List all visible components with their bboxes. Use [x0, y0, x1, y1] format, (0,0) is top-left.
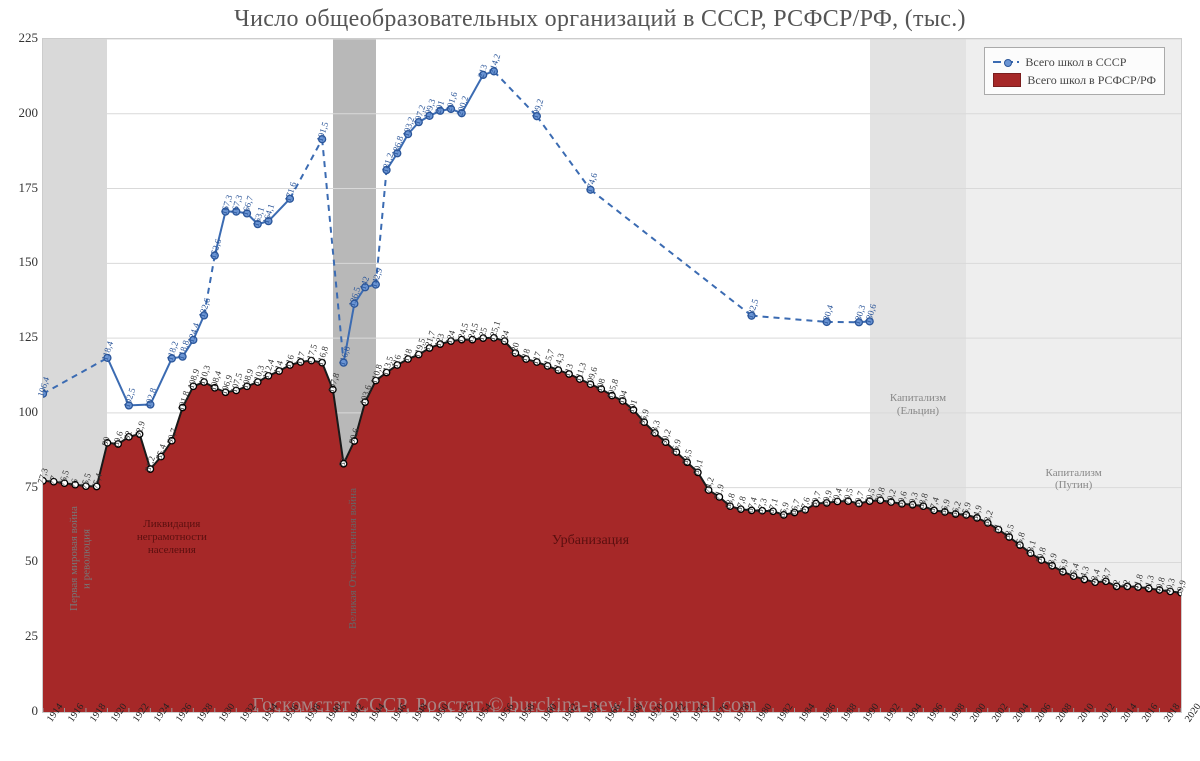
annotation-0: Ликвидациянеграмотностинаселения: [117, 518, 227, 558]
period-label-2: Капитализм(Ельцин): [870, 392, 967, 417]
legend-swatch-rsfsr: [993, 73, 1021, 87]
legend-item-ussr: Всего школ в СССР: [993, 53, 1156, 71]
y-tick-label: 150: [4, 254, 38, 270]
y-tick-label: 125: [4, 329, 38, 345]
x-tick-label: 2020: [1183, 702, 1200, 725]
legend-label-ussr: Всего школ в СССР: [1025, 55, 1126, 70]
plot-area: Всего школ в СССР Всего школ в РСФСР/РФ …: [42, 38, 1182, 713]
y-tick-label: 100: [4, 404, 38, 420]
y-tick-label: 0: [4, 703, 38, 719]
period-label-3: Капитализм(Путин): [966, 467, 1181, 492]
y-tick-label: 25: [4, 628, 38, 644]
legend-label-rsfsr: Всего школ в РСФСР/РФ: [1027, 73, 1156, 88]
legend-item-rsfsr: Всего школ в РСФСР/РФ: [993, 71, 1156, 89]
legend-swatch-ussr: [993, 61, 1019, 63]
y-tick-label: 225: [4, 30, 38, 46]
y-tick-label: 175: [4, 180, 38, 196]
chart-title: Число общеобразовательных организаций в …: [0, 6, 1200, 33]
y-tick-label: 50: [4, 553, 38, 569]
annotation-1: Урбанизация: [552, 533, 629, 549]
y-tick-label: 200: [4, 105, 38, 121]
period-label-1: Великая Отечественная война: [347, 419, 360, 699]
period-label-0: Первая мировая войнаи революция: [68, 419, 93, 699]
y-tick-label: 75: [4, 479, 38, 495]
chart-container: Число общеобразовательных организаций в …: [0, 0, 1200, 761]
legend: Всего школ в СССР Всего школ в РСФСР/РФ: [984, 47, 1165, 95]
